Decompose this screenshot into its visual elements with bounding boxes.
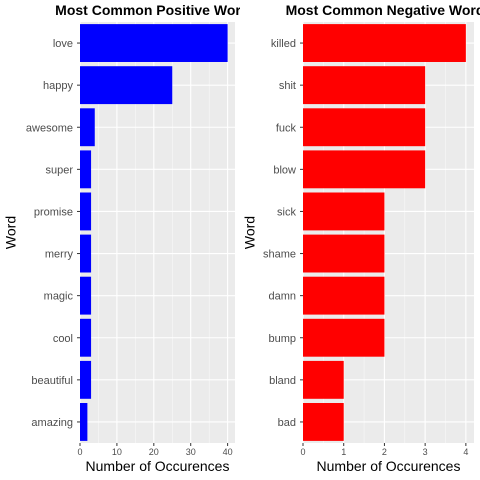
negative-bar-shame (303, 234, 385, 273)
positive-bar-magic (80, 276, 92, 315)
positive-y-tick-label: amazing (31, 417, 73, 429)
negative-y-tick-label: sick (277, 206, 296, 218)
negative-bar-fuck (303, 108, 426, 147)
negative-words-chart: Most Common Negative Word killed shit fuck b… (242, 2, 480, 474)
negative-chart-title: Most Common Negative Word (286, 2, 480, 18)
positive-y-tick-label: merry (45, 249, 74, 261)
negative-y-tick-label: damn (268, 291, 296, 303)
negative-y-tick-label: fuck (276, 122, 297, 134)
negative-y-tick-label: bump (268, 333, 296, 345)
positive-bar-happy (80, 66, 173, 105)
positive-bar-promise (80, 192, 92, 231)
positive-x-tick-label: 30 (186, 447, 196, 457)
positive-y-tick-label: awesome (26, 122, 73, 134)
positive-y-tick-label: love (53, 38, 73, 50)
negative-bar-blow (303, 150, 426, 189)
negative-y-tick-label: killed (271, 38, 296, 50)
positive-y-tick-label: super (45, 164, 73, 176)
negative-y-tick-label: shit (279, 80, 296, 92)
negative-x-tick-label: 4 (463, 447, 468, 457)
positive-bar-love (80, 24, 228, 62)
positive-x-tick-label: 20 (149, 447, 159, 457)
positive-bar-super (80, 150, 92, 189)
positive-x-axis-title: Number of Occurences (86, 458, 230, 474)
positive-y-tick-label: beautiful (31, 375, 73, 387)
negative-bar-killed (303, 24, 466, 62)
negative-y-tick-label: shame (263, 249, 296, 261)
positive-bar-beautiful (80, 360, 92, 399)
positive-bar-amazing (80, 403, 88, 441)
negative-bar-sick (303, 192, 385, 231)
negative-bar-damn (303, 276, 385, 315)
positive-bar-awesome (80, 108, 95, 147)
negative-bar-bland (303, 360, 344, 399)
negative-x-tick-label: 3 (423, 447, 428, 457)
negative-bar-bad (303, 403, 344, 441)
positive-chart-title: Most Common Positive Wor (55, 2, 241, 18)
negative-x-axis-title: Number of Occurences (317, 458, 461, 474)
negative-x-tick-label: 1 (341, 447, 346, 457)
positive-x-tick-label: 0 (77, 447, 82, 457)
positive-y-tick-label: cool (53, 333, 73, 345)
positive-words-chart: Most Common Positive Wor love happy awesome… (3, 2, 241, 474)
positive-y-axis-title: Word (3, 216, 19, 249)
negative-x-tick-label: 0 (300, 447, 305, 457)
positive-x-tick-label: 10 (112, 447, 122, 457)
negative-bar-shit (303, 66, 426, 105)
positive-y-tick-label: magic (44, 291, 74, 303)
positive-x-tick-label: 40 (223, 447, 233, 457)
negative-y-axis-title: Word (242, 216, 258, 249)
positive-y-tick-label: happy (43, 80, 73, 92)
positive-bar-cool (80, 318, 92, 357)
negative-y-tick-label: bland (269, 375, 296, 387)
positive-y-tick-label: promise (34, 206, 73, 218)
negative-bar-bump (303, 318, 385, 357)
negative-y-tick-label: bad (278, 417, 296, 429)
negative-y-tick-label: blow (273, 164, 296, 176)
positive-bar-merry (80, 234, 92, 273)
negative-x-tick-label: 2 (382, 447, 387, 457)
